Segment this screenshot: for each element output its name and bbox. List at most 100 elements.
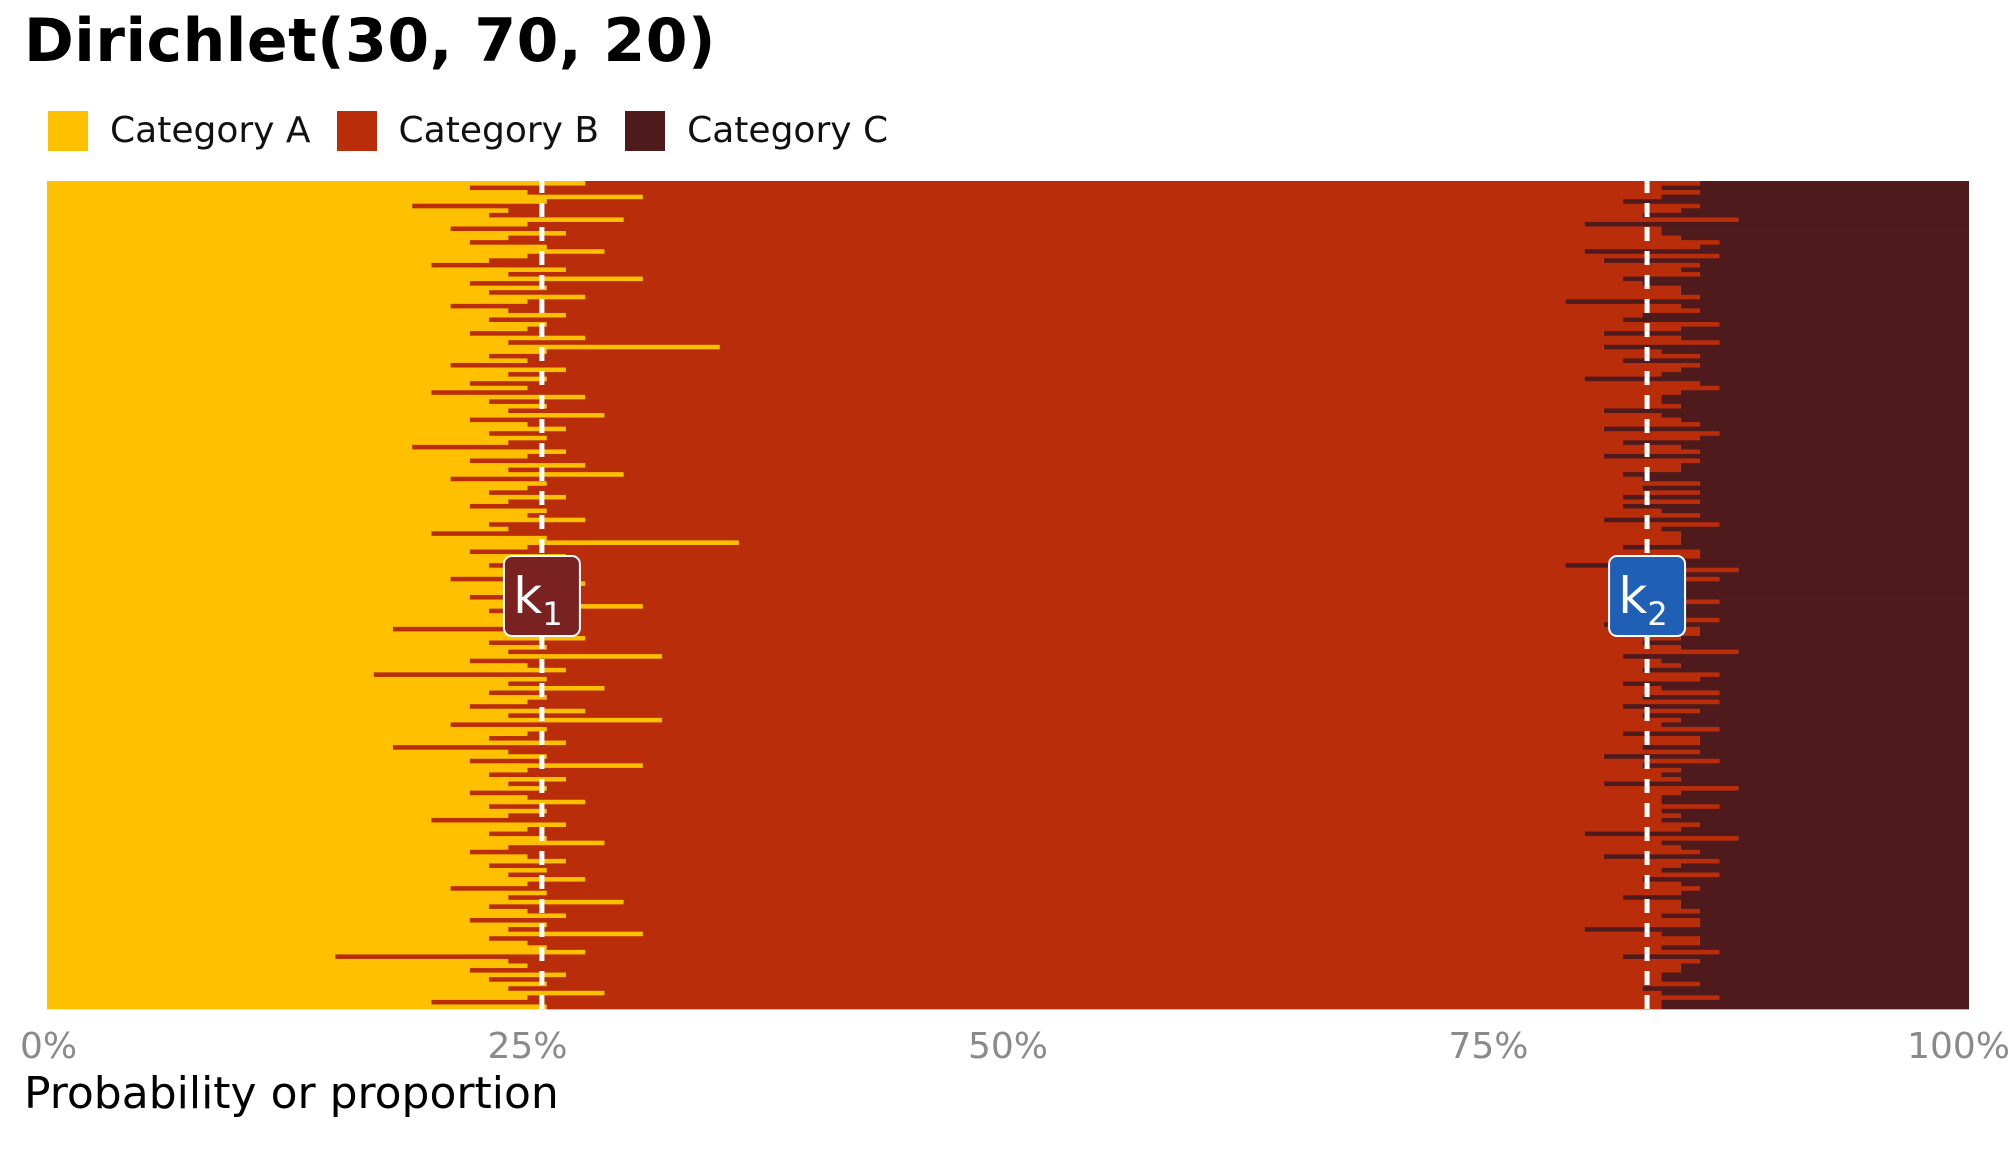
bar-row-38-segment-category-a (47, 353, 490, 359)
bar-row-129-segment-category-b (527, 767, 1681, 773)
bar-row-120-segment-category-a (47, 726, 547, 732)
bar-row-81-segment-category-c (1699, 549, 1969, 555)
bar-row-26-segment-category-a (47, 299, 528, 305)
bar-row-84-segment-category-a (47, 563, 490, 569)
legend-swatch-category-a (48, 110, 88, 151)
bar-row-90-segment-category-c (1642, 590, 1969, 596)
bar-row-102-segment-category-b (546, 645, 1681, 650)
bar-row-172-segment-category-a (47, 963, 528, 969)
bar-row-0-segment-category-c (1699, 181, 1969, 186)
bar-row-42-segment-category-b (508, 372, 1662, 377)
bar-row-85-segment-category-b (546, 567, 1739, 573)
bar-row-66-segment-category-c (1699, 481, 1969, 487)
bar-row-100-segment-category-a (47, 635, 586, 641)
bar-row-32-segment-category-a (47, 326, 528, 332)
bar-row-131-segment-category-c (1680, 776, 1969, 782)
bar-row-79-segment-category-c (1680, 540, 1969, 546)
bar-row-99-segment-category-b (527, 631, 1700, 637)
bar-row-46-segment-category-b (431, 390, 1681, 396)
bar-row-151-segment-category-b (546, 867, 1662, 873)
bar-row-56-segment-category-c (1699, 435, 1969, 441)
bar-row-76-segment-category-a (47, 526, 509, 532)
bar-row-175-segment-category-a (47, 977, 490, 983)
bar-row-69-segment-category-a (47, 494, 566, 500)
bar-row-11-segment-category-a (47, 231, 566, 236)
bar-row-174-segment-category-c (1661, 972, 1969, 978)
bar-row-151-segment-category-a (47, 867, 547, 873)
bar-row-89-segment-category-c (1661, 585, 1969, 591)
bar-row-103-segment-category-a (47, 649, 509, 655)
bar-row-0-segment-category-b (585, 181, 1700, 186)
bar-row-95-segment-category-b (565, 613, 1681, 619)
bar-row-153-segment-category-c (1642, 877, 1969, 882)
bar-row-16-segment-category-c (1719, 253, 1969, 259)
bar-row-79-segment-category-b (738, 540, 1681, 546)
bar-row-173-segment-category-a (47, 968, 470, 973)
bar-row-94-segment-category-c (1661, 608, 1969, 614)
bar-row-60-segment-category-a (47, 453, 528, 459)
bar-row-19-segment-category-a (47, 267, 566, 273)
bar-row-59-segment-category-c (1699, 449, 1969, 455)
bar-row-134-segment-category-a (47, 790, 470, 796)
bar-row-155-segment-category-c (1699, 886, 1969, 892)
bar-row-43-segment-category-c (1584, 376, 1969, 382)
bar-row-87-segment-category-b (450, 576, 1720, 582)
bar-row-49-segment-category-a (47, 403, 547, 409)
bar-row-122-segment-category-b (489, 736, 1700, 741)
bar-row-40-segment-category-b (450, 362, 1700, 368)
bar-row-166-segment-category-b (489, 936, 1700, 942)
bar-row-81-segment-category-b (469, 549, 1700, 555)
bar-row-52-segment-category-b (469, 417, 1681, 423)
bar-row-39-segment-category-c (1623, 358, 1969, 364)
bar-row-78-segment-category-c (1680, 535, 1969, 541)
bar-row-160-segment-category-b (527, 908, 1700, 914)
bar-row-115-segment-category-b (469, 704, 1624, 710)
bar-row-155-segment-category-a (47, 886, 451, 892)
bar-row-176-segment-category-a (47, 981, 547, 987)
bar-row-169-segment-category-c (1719, 949, 1969, 955)
bar-row-58-segment-category-b (412, 444, 1681, 450)
bar-row-6-segment-category-b (508, 208, 1681, 214)
bar-row-177-segment-category-c (1642, 986, 1969, 992)
bar-row-34-segment-category-a (47, 335, 586, 341)
bar-row-106-segment-category-a (47, 663, 528, 669)
bar-row-12-segment-category-c (1680, 235, 1969, 241)
bar-row-153-segment-category-b (585, 877, 1643, 882)
bar-row-30-segment-category-c (1623, 317, 1969, 323)
bar-row-112-segment-category-b (489, 690, 1720, 696)
bar-row-88-segment-category-a (47, 581, 586, 587)
bar-row-25-segment-category-a (47, 294, 586, 300)
bar-row-104-segment-category-a (47, 654, 663, 660)
bar-row-114-segment-category-b (527, 699, 1720, 705)
legend: Category A Category B Category C (48, 110, 914, 151)
bar-row-82-segment-category-c (1699, 554, 1969, 559)
bar-row-116-segment-category-a (47, 708, 586, 714)
bar-row-83-segment-category-c (1680, 558, 1969, 564)
bar-row-159-segment-category-c (1680, 904, 1969, 910)
bar-row-169-segment-category-a (47, 949, 586, 955)
bar-row-50-segment-category-c (1603, 408, 1969, 414)
bar-row-11-segment-category-b (565, 231, 1662, 236)
bar-row-158-segment-category-b (623, 899, 1681, 905)
bar-row-101-segment-category-c (1642, 640, 1969, 646)
bar-row-7-segment-category-b (489, 212, 1643, 218)
bar-row-20-segment-category-a (47, 271, 509, 277)
bar-row-51-segment-category-b (604, 413, 1662, 418)
bar-row-73-segment-category-b (527, 513, 1700, 519)
bar-row-171-segment-category-a (47, 958, 509, 964)
bar-row-22-segment-category-b (469, 281, 1643, 286)
bar-row-55-segment-category-b (489, 431, 1720, 437)
bar-row-21-segment-category-b (642, 276, 1624, 282)
bar-row-139-segment-category-b (508, 813, 1681, 819)
bar-row-144-segment-category-a (47, 836, 547, 842)
bar-row-106-segment-category-c (1680, 663, 1969, 669)
bar-row-177-segment-category-b (508, 986, 1643, 992)
bar-row-59-segment-category-a (47, 449, 566, 455)
bar-row-32-segment-category-b (527, 326, 1681, 332)
bar-row-116-segment-category-b (585, 708, 1700, 714)
bar-row-173-segment-category-b (469, 968, 1681, 973)
bar-row-1-segment-category-b (469, 185, 1662, 191)
bar-row-137-segment-category-b (489, 804, 1720, 810)
bar-row-39-segment-category-a (47, 358, 528, 364)
